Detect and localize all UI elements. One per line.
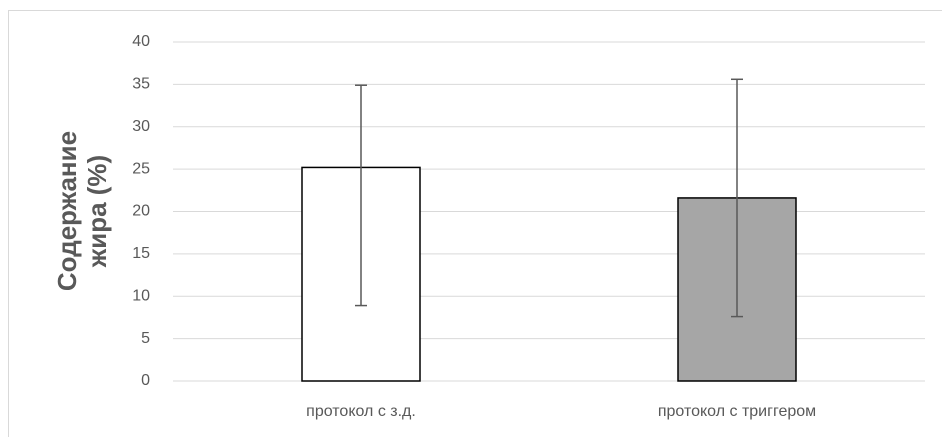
y-tick-label: 25 [132, 160, 150, 177]
x-tick-label: протокол с з.д. [306, 403, 416, 420]
y-tick-label: 10 [132, 287, 150, 304]
y-tick-label: 40 [132, 33, 150, 50]
y-tick-label: 20 [132, 203, 150, 220]
y-axis-title: Содержание жира (%) [52, 130, 112, 292]
y-tick-label: 15 [132, 245, 150, 262]
y-tick-label: 5 [141, 330, 150, 347]
y-tick-label: 0 [141, 372, 150, 389]
y-tick-label: 30 [132, 118, 150, 135]
x-tick-label: протокол с триггером [658, 403, 816, 420]
chart-border [8, 10, 942, 437]
y-tick-label: 35 [132, 76, 150, 93]
